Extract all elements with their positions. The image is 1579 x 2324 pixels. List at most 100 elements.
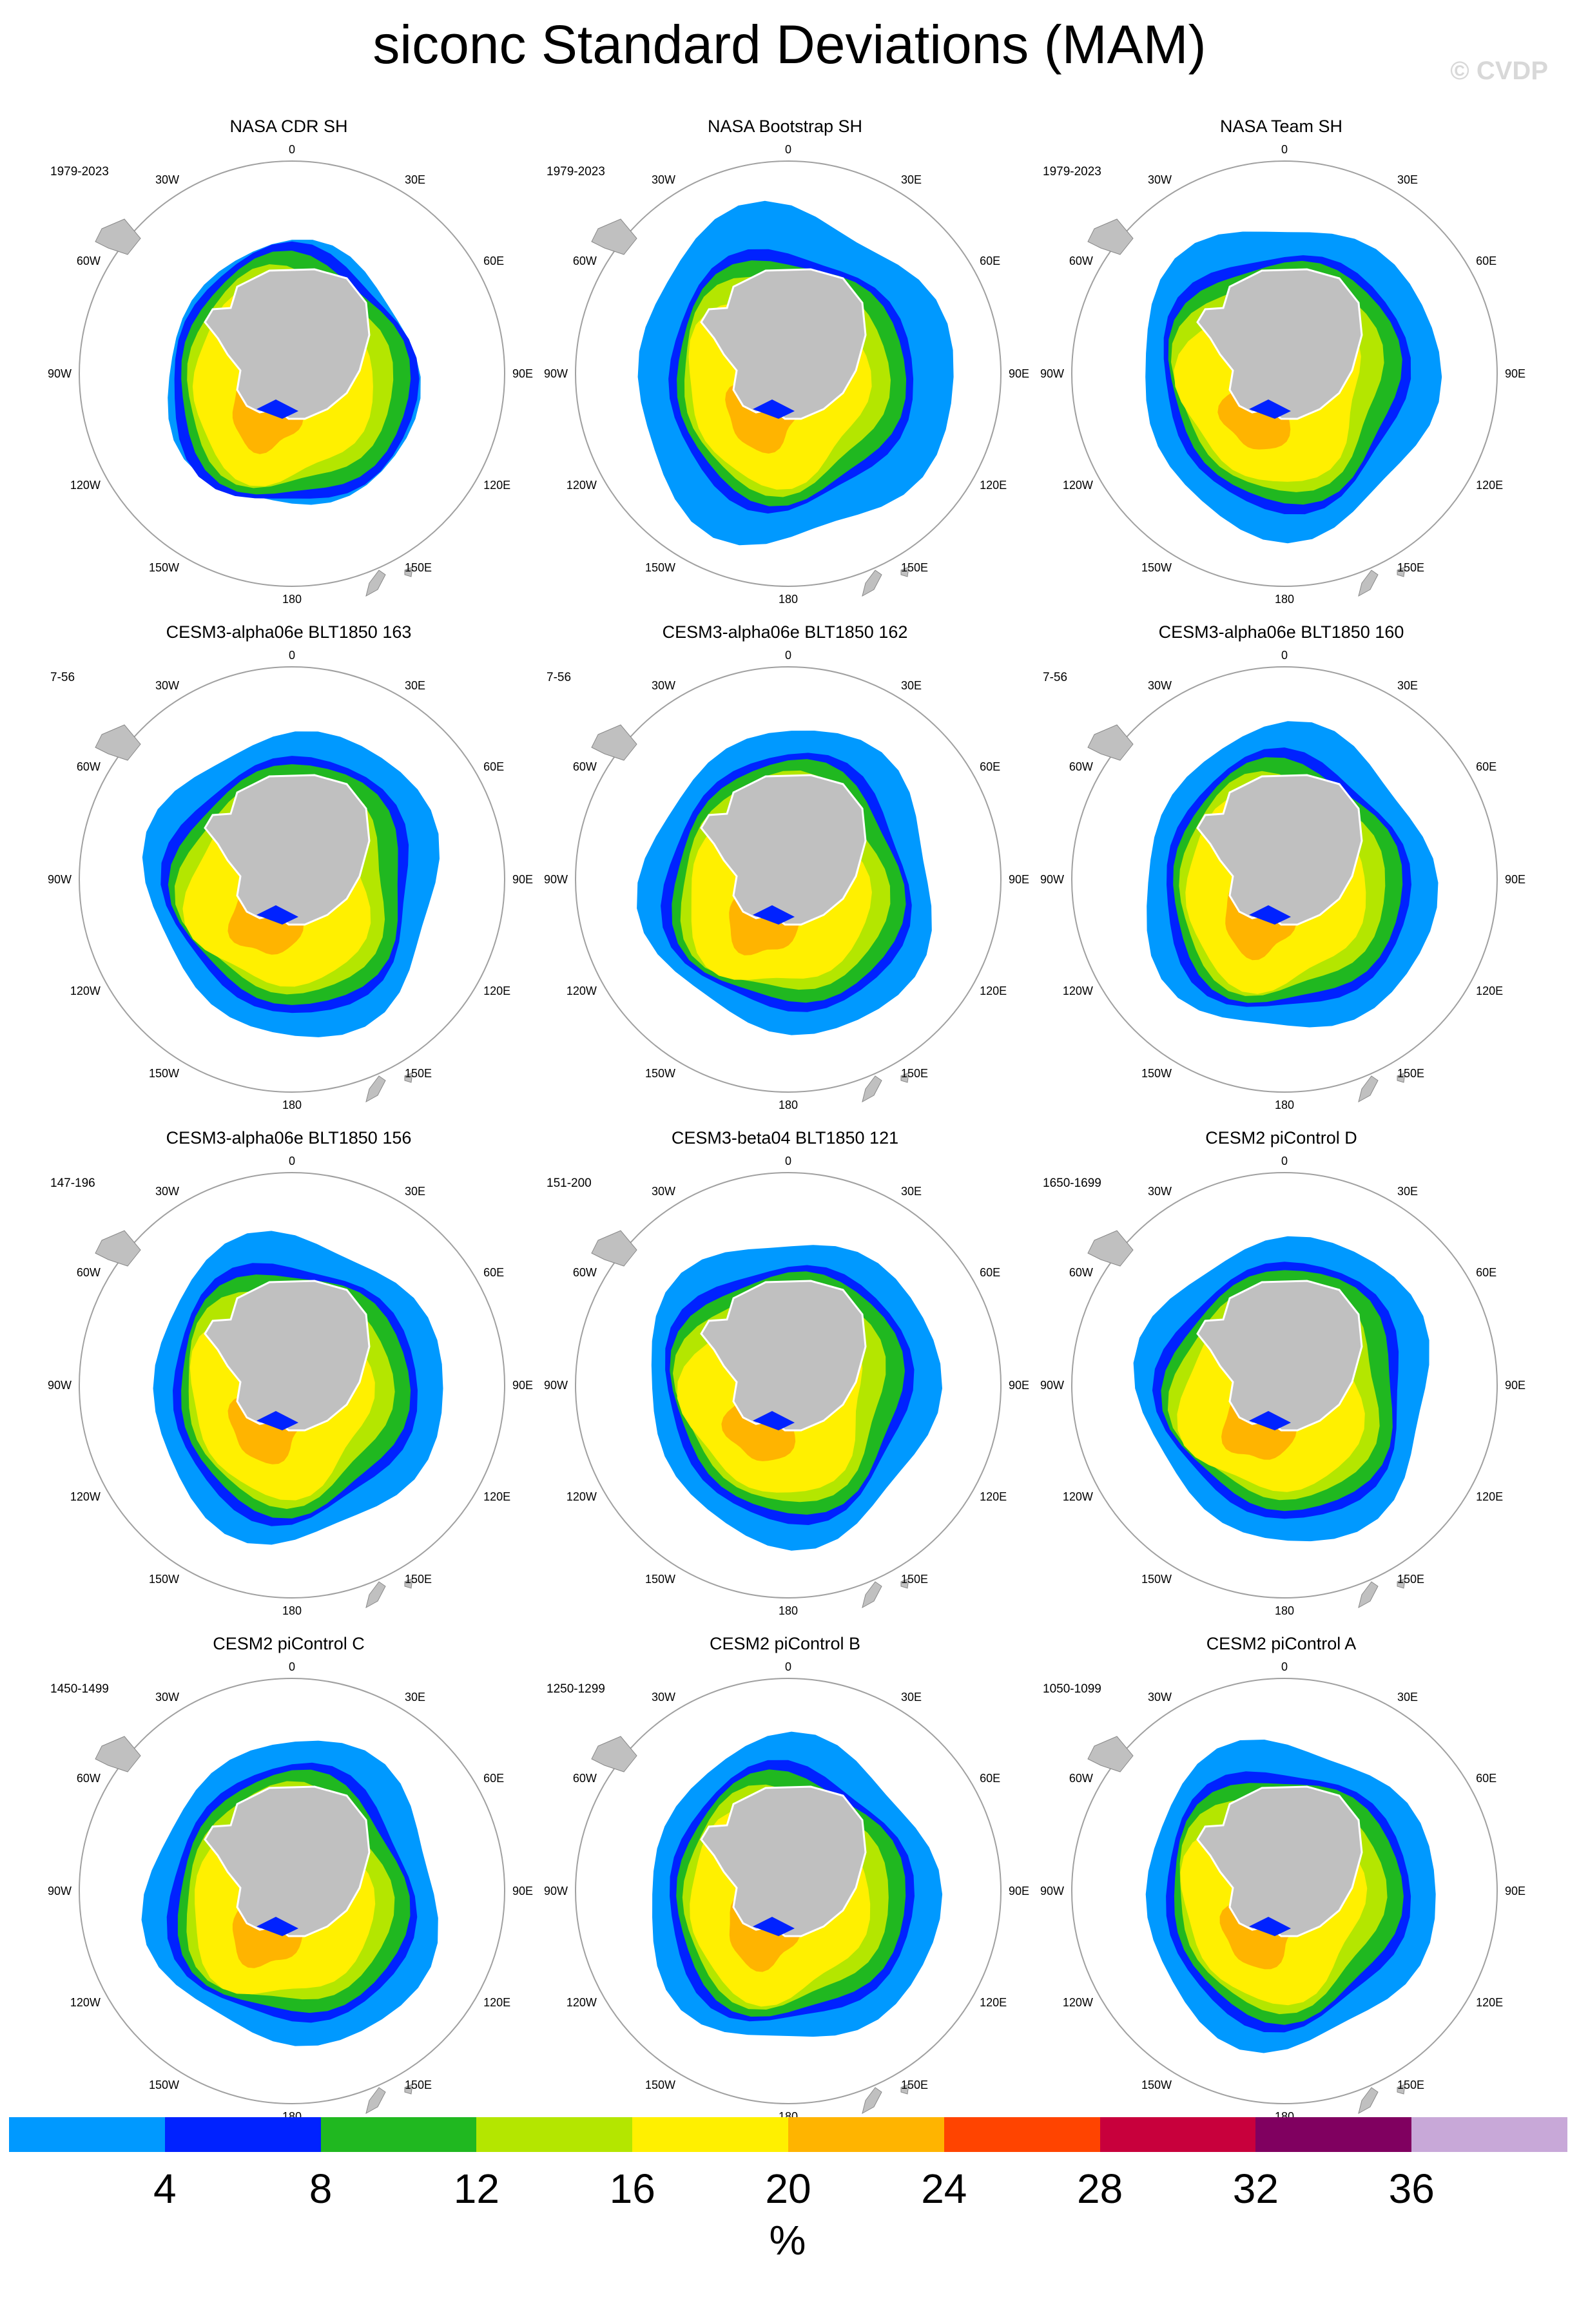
new-zealand-landmass <box>862 570 882 597</box>
figure-title: siconc Standard Deviations (MAM) <box>373 14 1206 75</box>
longitude-label: 30E <box>1397 1185 1418 1198</box>
tasmania-landmass <box>404 2084 413 2095</box>
longitude-label: 60E <box>483 760 504 773</box>
panel-years: 1050-1099 <box>1043 1682 1101 1696</box>
new-zealand-landmass <box>365 570 386 597</box>
longitude-label: 90E <box>512 1379 533 1392</box>
panel-title: CESM2 piControl C <box>213 1634 365 1653</box>
longitude-label: 90W <box>544 873 568 886</box>
longitude-label: 150W <box>1141 1573 1172 1586</box>
longitude-label: 150E <box>1397 1067 1424 1080</box>
panel-title: CESM2 piControl A <box>1206 1634 1357 1653</box>
longitude-label: 150E <box>901 561 928 574</box>
colorbar-tick-label: 20 <box>765 2166 811 2212</box>
map-panel: NASA CDR SH 0 180 90W 90E 30W 60W 30E 60E 120W 150… <box>44 116 534 619</box>
colorbar <box>9 2117 1567 2152</box>
longitude-label: 30W <box>155 1185 179 1198</box>
south-america-landmass <box>1087 724 1134 761</box>
ross-sea-ice <box>257 905 298 925</box>
longitude-label: 0 <box>785 1155 791 1167</box>
panel-years: 1979-2023 <box>547 165 605 178</box>
longitude-label: 0 <box>1281 143 1288 156</box>
longitude-label: 60E <box>1476 1772 1497 1785</box>
south-america-landmass <box>1087 1230 1134 1267</box>
longitude-label: 120W <box>567 1490 597 1503</box>
panel-years: 7-56 <box>1043 671 1068 684</box>
longitude-label: 120W <box>1063 1490 1093 1503</box>
longitude-label: 180 <box>282 1099 302 1111</box>
new-zealand-landmass <box>1358 2087 1379 2114</box>
longitude-label: 120E <box>483 1490 510 1503</box>
tasmania-landmass <box>900 566 909 577</box>
longitude-label: 150W <box>149 561 179 574</box>
longitude-label: 90E <box>1009 873 1029 886</box>
new-zealand-landmass <box>1358 570 1379 597</box>
longitude-label: 30W <box>155 1691 179 1704</box>
map-panel: CESM2 piControl A 0 180 90W 90E 30W 60W 30E 60E 1… <box>1036 1633 1526 2136</box>
ross-sea-ice <box>1249 905 1291 925</box>
map-panel: CESM3-alpha06e BLT1850 156 0 180 90W 90E 30W 6… <box>44 1128 534 1630</box>
colorbar-tick-label: 8 <box>309 2166 333 2212</box>
new-zealand-landmass <box>365 1581 386 1608</box>
longitude-label: 30W <box>1148 1185 1172 1198</box>
longitude-label: 90W <box>1040 1379 1064 1392</box>
longitude-label: 120E <box>1476 1490 1503 1503</box>
longitude-label: 60W <box>77 760 101 773</box>
longitude-label: 120W <box>70 1490 101 1503</box>
longitude-label: 0 <box>785 143 791 156</box>
panel-title: CESM3-alpha06e BLT1850 156 <box>166 1128 412 1148</box>
longitude-label: 90E <box>512 873 533 886</box>
new-zealand-landmass <box>862 2087 882 2114</box>
longitude-label: 90W <box>544 1885 568 1897</box>
colorbar-segment <box>1411 2117 1567 2152</box>
longitude-label: 0 <box>289 1155 295 1167</box>
longitude-label: 180 <box>282 1604 302 1617</box>
panel-years: 7-56 <box>50 671 75 684</box>
map-panel: CESM2 piControl C 0 180 90W 90E 30W 60W 30E 60E 1… <box>44 1633 534 2136</box>
longitude-label: 30E <box>1397 1691 1418 1704</box>
longitude-label: 120E <box>1476 984 1503 997</box>
map-panel: CESM3-beta04 BLT1850 121 0 180 90W 90E 30W 60W… <box>540 1128 1030 1630</box>
longitude-label: 0 <box>289 1660 295 1673</box>
longitude-label: 30E <box>901 1691 922 1704</box>
longitude-label: 180 <box>282 593 302 606</box>
longitude-label: 150W <box>645 2079 675 2091</box>
longitude-label: 150W <box>645 1067 675 1080</box>
tasmania-landmass <box>1397 566 1406 577</box>
ross-sea-ice <box>257 399 298 419</box>
longitude-label: 180 <box>779 1099 798 1111</box>
south-america-landmass <box>95 1736 141 1772</box>
longitude-label: 120W <box>70 984 101 997</box>
longitude-label: 150E <box>1397 1573 1424 1586</box>
longitude-label: 60W <box>1069 760 1093 773</box>
longitude-label: 60W <box>1069 1266 1093 1279</box>
ross-sea-ice <box>1249 1411 1291 1430</box>
colorbar-segment <box>476 2117 633 2152</box>
longitude-label: 90W <box>544 1379 568 1392</box>
panel-years: 1979-2023 <box>50 165 109 178</box>
ross-sea-ice <box>753 905 795 925</box>
longitude-label: 60E <box>980 760 1000 773</box>
longitude-label: 60W <box>573 760 597 773</box>
panel-years: 7-56 <box>547 671 572 684</box>
longitude-label: 120E <box>980 984 1007 997</box>
longitude-label: 90E <box>512 1885 533 1897</box>
tasmania-landmass <box>404 566 413 577</box>
longitude-label: 60E <box>980 254 1000 267</box>
longitude-label: 30E <box>901 679 922 692</box>
longitude-label: 60W <box>573 1772 597 1785</box>
longitude-label: 30W <box>1148 173 1172 186</box>
longitude-label: 150E <box>901 1067 928 1080</box>
panel-title: CESM3-beta04 BLT1850 121 <box>671 1128 899 1148</box>
longitude-label: 150E <box>405 561 432 574</box>
longitude-label: 30E <box>901 173 922 186</box>
longitude-label: 60E <box>1476 1266 1497 1279</box>
longitude-label: 120E <box>483 479 510 492</box>
south-america-landmass <box>95 218 141 255</box>
longitude-label: 60W <box>1069 1772 1093 1785</box>
tasmania-landmass <box>404 1072 413 1083</box>
panel-title: CESM2 piControl D <box>1205 1128 1357 1148</box>
